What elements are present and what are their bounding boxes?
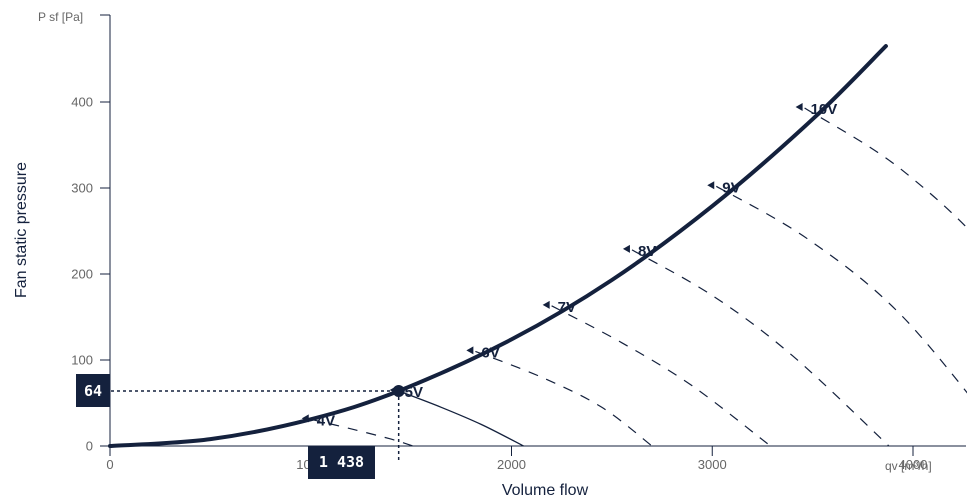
voltage-label-6v: 6V	[481, 344, 499, 361]
voltage-marker-10v	[795, 103, 803, 112]
voltage-label-8v: 8V	[638, 243, 656, 260]
y-tick-label: 0	[86, 439, 93, 454]
x-unit-label: qv [m³/h]	[885, 459, 932, 473]
x-tick-label: 0	[106, 457, 113, 472]
voltage-marker-8v	[622, 244, 630, 253]
fan-curve-7v	[551, 305, 771, 447]
y-tick-label: 200	[71, 267, 93, 282]
y-tick-label: 300	[71, 181, 93, 196]
fan-curve-6v	[475, 350, 653, 447]
voltage-label-4v: 4V	[317, 412, 335, 429]
op-x-value: 1 438	[319, 453, 364, 471]
fan-curve-10v	[804, 107, 967, 229]
fan-curve-8v	[631, 249, 890, 447]
y-tick-label: 100	[71, 353, 93, 368]
op-x-value-box	[308, 446, 375, 479]
system-curve	[108, 44, 888, 448]
x-tick-label: 2000	[497, 457, 526, 472]
voltage-marker-7v	[542, 300, 550, 309]
voltage-label-5v: 5V	[405, 384, 423, 401]
voltage-marker-4v	[301, 414, 309, 423]
voltage-label-10v: 10V	[811, 101, 838, 118]
op-y-value: 64	[84, 382, 102, 400]
op-y-value-box	[76, 374, 110, 407]
fan-curve-9v	[715, 185, 967, 394]
x-axis-title: Volume flow	[502, 482, 589, 499]
y-unit-label: P sf [Pa]	[38, 10, 83, 24]
fan-curve-5v	[398, 390, 524, 447]
x-tick-label: 3000	[698, 457, 727, 472]
voltage-marker-6v	[466, 346, 474, 355]
voltage-label-9v: 9V	[722, 179, 740, 196]
operating-point-marker	[392, 384, 405, 397]
y-tick-label: 400	[71, 95, 93, 110]
voltage-marker-9v	[707, 181, 715, 190]
y-axis-title: Fan static pressure	[13, 162, 30, 298]
x-tick-label: 4000	[899, 457, 928, 472]
voltage-label-7v: 7V	[558, 299, 576, 316]
fan-curve-4v	[310, 418, 414, 447]
